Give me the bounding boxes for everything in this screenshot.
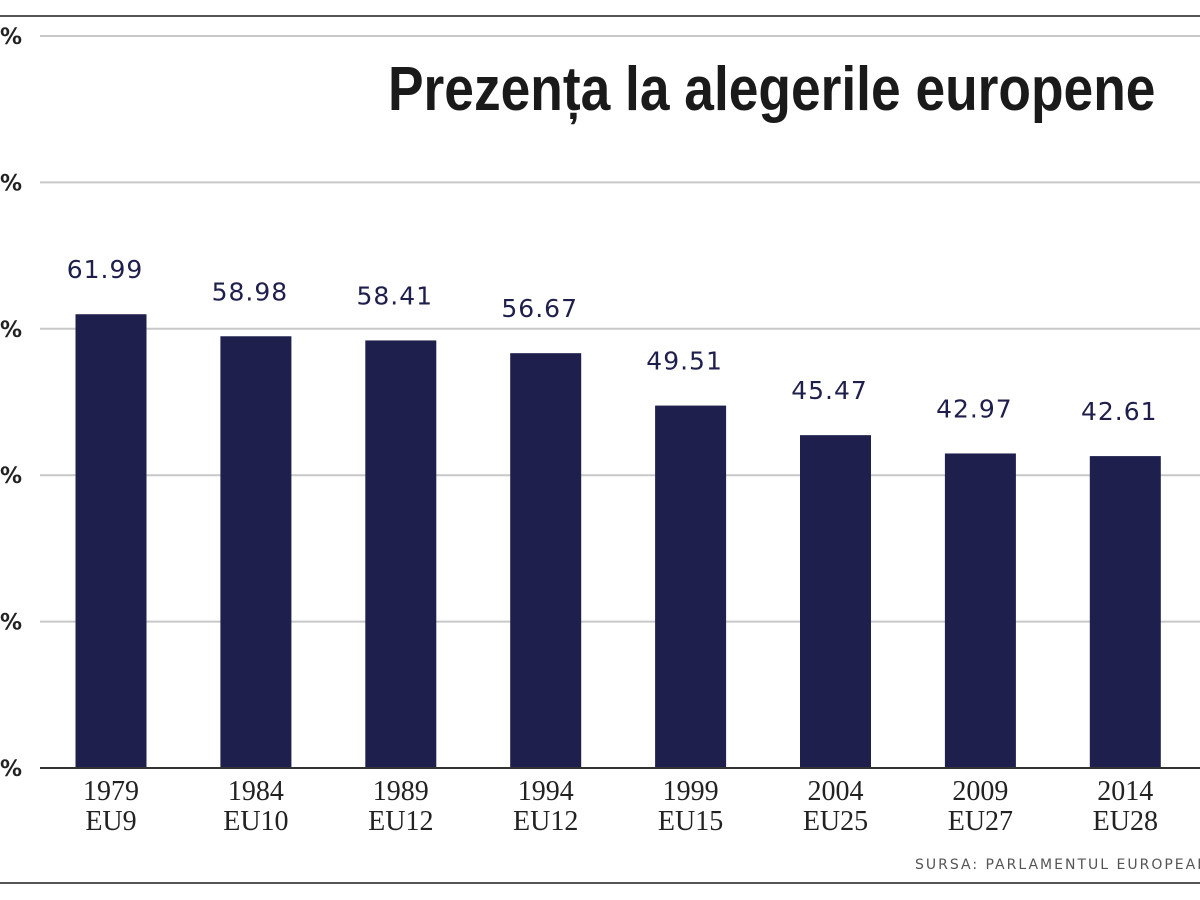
x-tick-label-2009: 2009 (952, 776, 1008, 807)
y-tick-label-60: 60% (0, 318, 22, 343)
x-tick-label-1989: 1989 (373, 776, 429, 807)
chart-title: Prezența la alegerile europene (388, 55, 1155, 125)
x-sublabel-1984: EU10 (223, 806, 288, 837)
x-tick-label-2004: 2004 (808, 776, 864, 807)
y-tick-label-20: 20% (0, 611, 22, 636)
y-tick-label-40: 40% (0, 464, 22, 489)
bars (75, 314, 1161, 768)
x-tick-label-1984: 1984 (228, 776, 284, 807)
x-tick-label-1994: 1994 (518, 776, 574, 807)
value-label-1979: 61.99 (67, 255, 144, 284)
value-label-2009: 42.97 (936, 394, 1013, 423)
value-label-1994: 56.67 (501, 294, 578, 323)
source-note: SURSA: PARLAMENTUL EUROPEAN (915, 857, 1200, 873)
bar-2009 (944, 453, 1016, 768)
bar-1994 (510, 353, 582, 768)
bar-1999 (655, 405, 727, 768)
x-sublabel-2009: EU27 (948, 806, 1013, 837)
y-tick-label-80: 80% (0, 171, 22, 196)
value-label-2014: 42.61 (1081, 397, 1158, 426)
bar-1989 (365, 340, 437, 768)
category-labels: 1979EU91984EU101989EU121994EU121999EU152… (83, 776, 1158, 837)
bar-2014 (1089, 456, 1161, 768)
bar-2004 (800, 435, 871, 768)
x-tick-label-1979: 1979 (83, 776, 139, 807)
value-label-1984: 58.98 (212, 277, 289, 306)
x-sublabel-1979: EU9 (85, 806, 136, 837)
x-sublabel-2014: EU28 (1093, 806, 1158, 837)
bar-1984 (220, 336, 292, 768)
y-tick-label-100: 100% (0, 25, 22, 50)
x-sublabel-1994: EU12 (513, 806, 578, 837)
x-tick-label-1999: 1999 (663, 776, 719, 807)
value-labels: 61.99 58.98 58.41 56.67 49.51 45.47 42.97 42.61 (67, 255, 1158, 426)
value-label-1999: 49.51 (646, 347, 723, 376)
bar-1979 (75, 314, 147, 768)
x-sublabel-2004: EU25 (803, 806, 868, 837)
x-sublabel-1989: EU12 (368, 806, 433, 837)
y-tick-label-0: 0% (0, 757, 22, 782)
y-axis-ticks: 0% 20% 40% 60% 80% 100% (0, 25, 22, 782)
x-tick-label-2014: 2014 (1097, 776, 1153, 807)
x-sublabel-1999: EU15 (658, 806, 723, 837)
value-label-1989: 58.41 (357, 281, 434, 310)
value-label-2004: 45.47 (791, 376, 868, 405)
